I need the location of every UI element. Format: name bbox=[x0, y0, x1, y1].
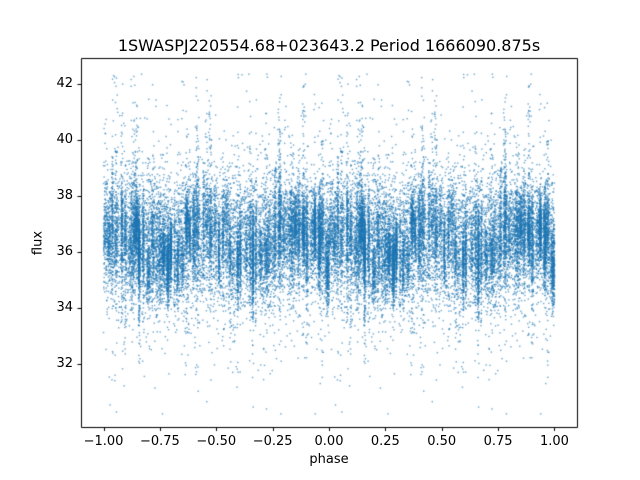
x-tick-label: 1.00 bbox=[539, 434, 569, 449]
y-tick-label: 42 bbox=[56, 75, 73, 91]
x-axis-label: phase bbox=[309, 452, 349, 467]
x-tick-label: 0.75 bbox=[483, 434, 513, 449]
x-tick-label: 0.00 bbox=[314, 434, 344, 449]
y-tick-label: 36 bbox=[56, 243, 73, 259]
x-tick-label: 0.25 bbox=[370, 434, 400, 449]
x-tick-label: −0.25 bbox=[252, 434, 293, 449]
x-tick-label: −0.75 bbox=[139, 434, 180, 449]
x-tick-label: −1.00 bbox=[83, 434, 124, 449]
x-tick-label: −0.50 bbox=[196, 434, 237, 449]
y-tick-label: 32 bbox=[56, 355, 73, 371]
y-tick-label: 34 bbox=[56, 299, 73, 315]
x-tick-label: 0.50 bbox=[427, 434, 457, 449]
plot-title: 1SWASPJ220554.68+023643.2 Period 1666090… bbox=[117, 36, 541, 55]
y-tick-label: 40 bbox=[56, 131, 73, 147]
y-tick-label: 38 bbox=[56, 187, 73, 203]
